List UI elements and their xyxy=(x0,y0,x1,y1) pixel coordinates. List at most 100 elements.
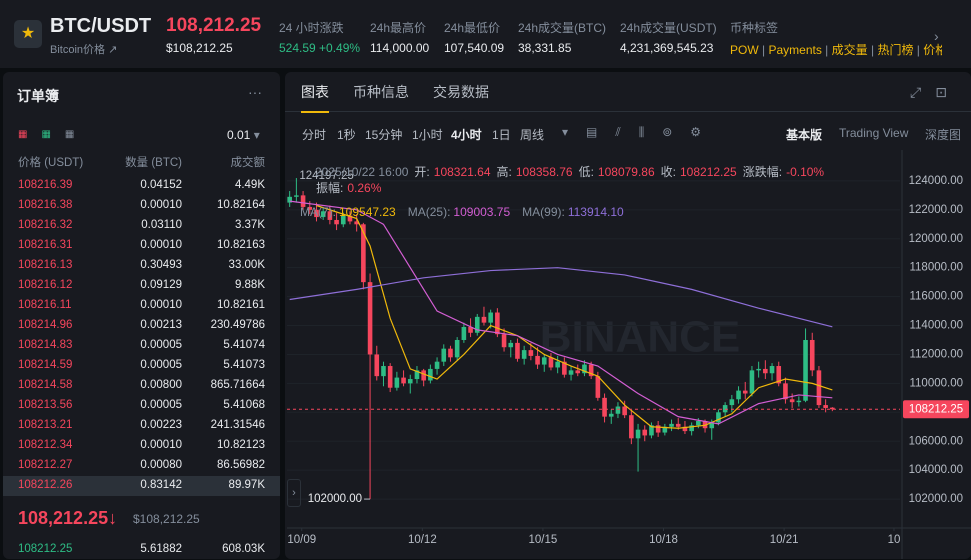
stat-value: 524.59 +0.49% xyxy=(279,41,361,55)
order-row[interactable]: 108214.96 0.00213 230.49786 xyxy=(3,316,280,336)
tags-label: 币种标签 xyxy=(730,21,779,35)
interval[interactable]: 1小时 xyxy=(412,128,443,142)
price: 108214.83 xyxy=(18,339,73,351)
candle-body xyxy=(421,370,426,381)
tag[interactable]: 成交量 xyxy=(831,43,868,57)
book-modes[interactable]: ▦▦▦ xyxy=(18,129,89,140)
x-tick-label: 10/12 xyxy=(408,534,437,546)
y-tick-label: 102000.00 xyxy=(909,493,963,505)
info-label: 振幅: xyxy=(316,181,344,195)
candle-body xyxy=(796,400,802,403)
order-row[interactable]: 108216.39 0.04152 4.49K xyxy=(3,176,280,196)
candle-body xyxy=(629,415,634,439)
stat-label: 24 小时涨跌 xyxy=(279,21,344,35)
order-row[interactable]: 108212.26 0.83142 89.97K xyxy=(3,476,280,496)
interval[interactable]: 周线 xyxy=(520,128,545,142)
tag[interactable]: POW xyxy=(730,43,759,57)
total: 5.41068 xyxy=(223,399,265,411)
order-row[interactable]: 108216.12 0.09129 9.88K xyxy=(3,276,280,296)
tag[interactable]: Payments xyxy=(768,43,822,57)
order-row[interactable]: 108214.83 0.00005 5.41074 xyxy=(3,336,280,356)
view-option[interactable]: 深度图 xyxy=(925,128,962,142)
more-arrow[interactable]: › xyxy=(934,28,939,44)
step-value: 0.01 xyxy=(227,128,251,142)
candle-body xyxy=(300,195,306,207)
quantity: 0.30493 xyxy=(140,259,182,271)
candle-body xyxy=(763,368,768,374)
price: 108212.26 xyxy=(18,479,73,491)
order-row[interactable]: 108214.58 0.00800 865.71664 xyxy=(3,376,280,396)
favorite-star[interactable]: ★ xyxy=(14,20,42,48)
order-row[interactable]: 108212.27 0.00080 86.56982 xyxy=(3,456,280,476)
candle-body xyxy=(501,334,507,348)
order-row[interactable]: 108212.25 5.61882 608.03K xyxy=(3,540,280,560)
order-row[interactable]: 108212.34 0.00010 10.82123 xyxy=(3,436,280,456)
interval[interactable]: 1秒 xyxy=(337,128,356,142)
candle-body xyxy=(294,195,299,197)
price: 108213.21 xyxy=(18,419,73,431)
candle-body xyxy=(327,211,333,220)
price: 108214.58 xyxy=(18,379,73,391)
total: 33.00K xyxy=(228,259,265,271)
candle-body xyxy=(407,379,413,384)
info-value: -0.10% xyxy=(786,165,825,179)
stat-value: 4,231,369,545.23 xyxy=(620,41,714,55)
order-row[interactable]: 108216.13 0.30493 33.00K xyxy=(3,256,280,276)
interval[interactable]: 4小时 xyxy=(451,128,482,142)
interval[interactable]: 15分钟 xyxy=(365,128,403,142)
candle-body xyxy=(367,282,373,355)
x-tick-label: 10 xyxy=(888,534,901,546)
column-header: 成交额 xyxy=(230,157,266,169)
price-usd: $108,212.25 xyxy=(166,41,233,55)
candle-body xyxy=(615,406,621,414)
info-label: 高: xyxy=(496,165,512,179)
order-row[interactable]: 108214.59 0.00005 5.41073 xyxy=(3,356,280,376)
quantity: 5.61882 xyxy=(140,543,182,555)
candle-body xyxy=(508,342,514,348)
order-book-title: 订单簿 xyxy=(17,88,59,104)
candle-body xyxy=(454,339,460,358)
view-option[interactable]: 基本版 xyxy=(786,128,823,142)
total: 608.03K xyxy=(222,543,265,555)
candle-body xyxy=(562,361,567,375)
panel-icons[interactable]: ⤢⊡ xyxy=(910,84,961,100)
tag[interactable]: 价格 xyxy=(923,43,942,57)
candle-body xyxy=(495,312,500,335)
tab[interactable]: 图表 xyxy=(301,82,329,113)
view-option[interactable]: Trading View xyxy=(839,126,909,140)
y-tick-label: 114000.00 xyxy=(909,320,963,332)
y-tick-label: 122000.00 xyxy=(909,204,963,216)
subtitle[interactable]: Bitcoin价格 ↗ xyxy=(50,44,118,56)
candle-body xyxy=(709,422,715,429)
order-row[interactable]: 108213.21 0.00223 241.31546 xyxy=(3,416,280,436)
candle-body xyxy=(488,312,493,323)
order-row[interactable]: 108216.11 0.00010 10.82161 xyxy=(3,296,280,316)
order-row[interactable]: 108216.38 0.00010 10.82164 xyxy=(3,196,280,216)
amplitude: 振幅: 0.26% xyxy=(316,179,381,196)
tool-icons[interactable]: ▾▤⫽⫼⊚⚙ xyxy=(562,125,720,139)
candle-body xyxy=(696,420,701,426)
scroll-button[interactable]: › xyxy=(287,479,301,507)
total: 230.49786 xyxy=(210,319,265,331)
interval[interactable]: 分时 xyxy=(302,128,327,142)
candle-body xyxy=(521,350,527,359)
candle-body xyxy=(622,406,627,416)
ma-value: 109547.23 xyxy=(339,205,396,219)
price: 108214.59 xyxy=(18,359,73,371)
order-row[interactable]: 108216.31 0.00010 10.82163 xyxy=(3,236,280,256)
candle-body xyxy=(776,366,782,384)
menu[interactable]: ··· xyxy=(248,84,262,100)
candle-body xyxy=(588,364,594,377)
order-rows: 价格 (USDT) 数量 (BTC) 成交额 108216.39 0.04152 4.49… xyxy=(3,150,280,559)
low-label: 102000.00 xyxy=(308,493,362,505)
tag[interactable]: 热门榜 xyxy=(877,43,914,57)
candle-body xyxy=(361,224,366,283)
candle-body xyxy=(756,368,761,371)
tab[interactable]: 交易数据 xyxy=(433,84,489,100)
interval[interactable]: 1日 xyxy=(492,128,511,142)
order-row[interactable]: 108216.32 0.03110 3.37K xyxy=(3,216,280,236)
tab[interactable]: 币种信息 xyxy=(353,84,409,100)
step[interactable]: 0.01 ▾ xyxy=(227,128,260,142)
info-label: 涨跌幅: xyxy=(742,165,783,179)
order-row[interactable]: 108213.56 0.00005 5.41068 xyxy=(3,396,280,416)
